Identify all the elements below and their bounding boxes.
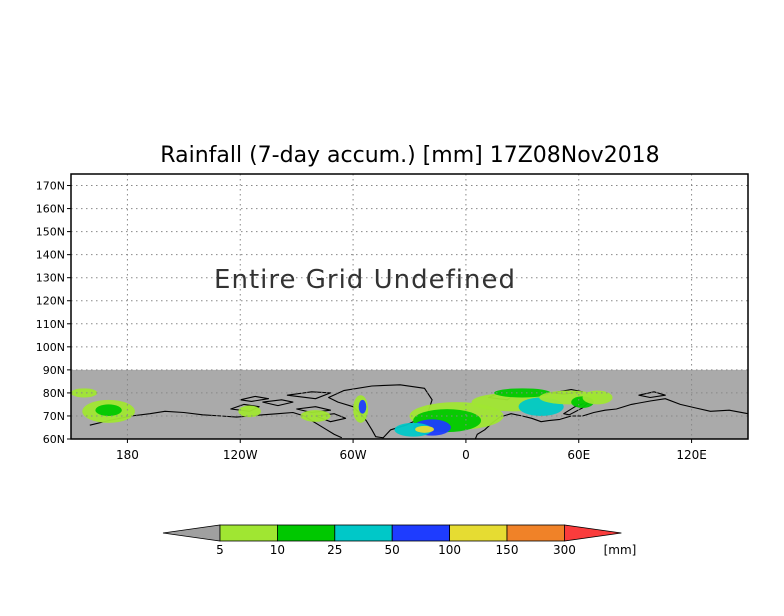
colorbar-low-arrow [162, 524, 221, 542]
rainfall-patch-3 [70, 388, 98, 398]
rainfall-patch-16 [582, 390, 613, 405]
colorbar-label: 50 [385, 543, 400, 557]
x-tick-label: 60W [340, 448, 367, 462]
y-tick-label: 150N [36, 226, 65, 239]
eurasian-island-4 [638, 391, 666, 399]
x-tick-label: 120E [676, 448, 707, 462]
map-plot-area [70, 173, 749, 440]
y-tick-label: 120N [36, 295, 65, 308]
y-tick-label: 70N [43, 410, 65, 423]
colorbar-swatch-6 [506, 524, 565, 542]
y-tick-label: 130N [36, 272, 65, 285]
y-tick-label: 160N [36, 203, 65, 216]
colorbar-label: 300 [553, 543, 576, 557]
x-tick-label: 120W [223, 448, 258, 462]
colorbar-swatch-2 [276, 524, 336, 542]
colorbar-label: 100 [438, 543, 461, 557]
colorbar-swatch-3 [334, 524, 393, 542]
x-axis-ticks: 180 120W 60W 0 60E 120E [116, 439, 707, 462]
colorbar: 5 10 25 50 100 150 300 [mm] [162, 524, 637, 557]
colorbar-label: 150 [496, 543, 519, 557]
rainfall-patch-18 [300, 410, 331, 422]
colorbar-high-arrow [564, 524, 622, 542]
rainfall-patch-17 [238, 405, 261, 418]
colorbar-unit: [mm] [604, 543, 637, 557]
arctic-island-2 [262, 399, 294, 407]
colorbar-swatch-1 [219, 524, 278, 542]
colorbar-swatch-4 [391, 524, 451, 542]
y-tick-label: 110N [36, 318, 65, 331]
y-tick-label: 100N [36, 341, 65, 354]
colorbar-swatch-5 [449, 524, 508, 542]
colorbar-label: 25 [327, 543, 342, 557]
colorbar-label: 5 [216, 543, 224, 557]
plot-frame [70, 173, 749, 440]
grid-lines [71, 174, 748, 439]
land-and-rainfall [70, 384, 749, 440]
rainfall-patch-5 [358, 399, 367, 414]
y-tick-label: 170N [36, 180, 65, 193]
arctic-island-5 [239, 395, 270, 402]
map-title: Rainfall (7-day accum.) [mm] 17Z08Nov201… [160, 143, 659, 168]
rainfall-patch-10 [415, 425, 434, 433]
x-tick-label: 0 [462, 448, 470, 462]
y-tick-label: 60N [43, 433, 65, 446]
rainfall-patch-2 [95, 404, 122, 416]
undefined-message: Entire Grid Undefined [214, 265, 516, 295]
y-tick-label: 90N [43, 364, 65, 377]
colorbar-label: 10 [270, 543, 285, 557]
y-tick-label: 80N [43, 387, 65, 400]
arctic-island-3 [286, 391, 332, 400]
y-axis-ticks: 170N 160N 150N 140N 130N 120N 110N 100N 90N 80N 70… [36, 180, 71, 446]
x-tick-label: 60E [567, 448, 590, 462]
x-tick-label: 180 [116, 448, 139, 462]
y-tick-label: 140N [36, 249, 65, 262]
